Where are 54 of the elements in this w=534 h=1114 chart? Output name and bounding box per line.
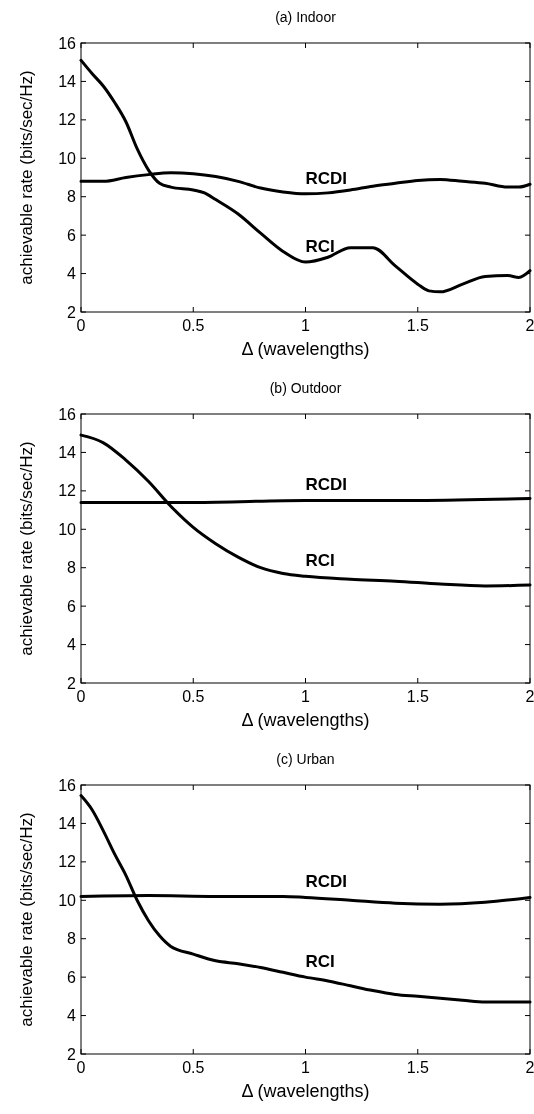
x-axis-title: Δ (wavelengths): [241, 710, 370, 730]
y-axis-title: achievable rate (bits/sec/Hz): [17, 441, 36, 656]
y-tick-label: 16: [58, 776, 77, 794]
y-tick-label: 8: [67, 930, 77, 948]
x-axis-title: Δ (wavelengths): [241, 1081, 370, 1101]
chart-title: (c) Urban: [276, 751, 335, 767]
y-tick-label: 8: [67, 188, 77, 206]
x-tick-label: 0.5: [182, 1059, 205, 1076]
series-label: RCI: [305, 952, 335, 972]
x-tick-label: 0.5: [182, 317, 205, 334]
series-label: RCI: [305, 237, 335, 257]
series-label: RCDI: [305, 168, 348, 188]
x-tick-label: 2: [525, 317, 534, 334]
y-tick-label: 16: [58, 405, 77, 423]
x-tick-label: 0: [76, 1059, 86, 1076]
y-tick-label: 6: [67, 968, 77, 986]
x-tick-label: 1.5: [406, 1059, 429, 1076]
chart-title: (b) Outdoor: [269, 380, 342, 396]
y-tick-label: 2: [67, 303, 77, 321]
y-axis-title: achievable rate (bits/sec/Hz): [17, 70, 36, 285]
y-tick-label: 14: [58, 72, 77, 90]
y-tick-label: 4: [67, 636, 77, 654]
series-label: RCDI: [305, 872, 348, 892]
series-label: RCI: [305, 551, 335, 571]
y-tick-label: 2: [67, 674, 77, 692]
y-tick-label: 6: [67, 226, 77, 244]
y-axis-title: achievable rate (bits/sec/Hz): [17, 812, 36, 1027]
chart-title: (a) Indoor: [275, 9, 337, 25]
y-tick-label: 4: [67, 265, 77, 283]
y-tick-label: 12: [58, 853, 77, 871]
x-tick-label: 1: [301, 1059, 311, 1076]
x-tick-label: 0: [76, 688, 86, 705]
x-tick-label: 1.5: [406, 688, 429, 705]
y-tick-label: 12: [58, 111, 77, 129]
y-tick-label: 10: [58, 891, 77, 909]
y-tick-label: 14: [58, 443, 77, 461]
series-label: RCDI: [305, 475, 348, 495]
x-tick-label: 2: [525, 1059, 534, 1076]
x-tick-label: 0: [76, 317, 86, 334]
y-tick-label: 10: [58, 520, 77, 538]
x-tick-label: 1: [301, 688, 311, 705]
y-tick-label: 6: [67, 597, 77, 615]
y-tick-label: 8: [67, 559, 77, 577]
x-tick-label: 1.5: [406, 317, 429, 334]
x-tick-label: 1: [301, 317, 311, 334]
y-tick-label: 14: [58, 814, 77, 832]
x-tick-label: 0.5: [182, 688, 205, 705]
y-tick-label: 10: [58, 149, 77, 167]
x-tick-label: 2: [525, 688, 534, 705]
y-tick-label: 2: [67, 1045, 77, 1063]
y-tick-label: 12: [58, 482, 77, 500]
y-tick-label: 4: [67, 1007, 77, 1025]
y-tick-label: 16: [58, 34, 77, 52]
x-axis-title: Δ (wavelengths): [241, 339, 370, 359]
